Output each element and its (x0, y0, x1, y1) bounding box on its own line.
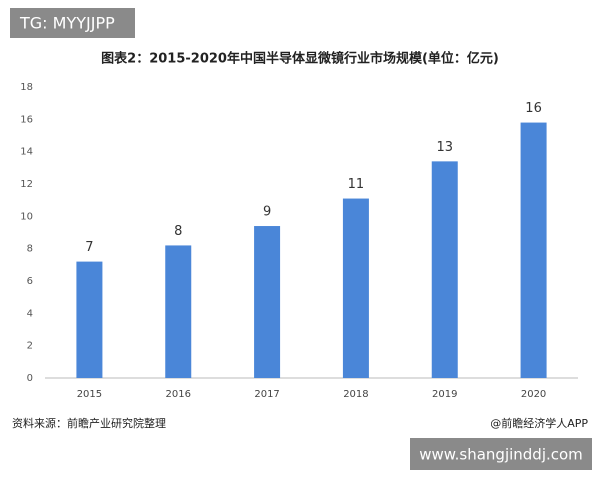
bar (76, 261, 103, 378)
x-tick-label: 2019 (432, 389, 457, 400)
value-label: 11 (348, 177, 365, 192)
credit: @前瞻经济学人APP (490, 416, 588, 430)
value-label: 8 (174, 224, 182, 239)
y-tick-label: 2 (27, 341, 33, 352)
chart-title: 图表2：2015-2020年中国半导体显微镜行业市场规模(单位：亿元) (101, 51, 499, 67)
y-tick-label: 0 (27, 373, 33, 384)
value-label: 13 (436, 140, 453, 155)
x-tick-label: 2020 (521, 389, 546, 400)
badge-top: TG: MYYJJPP (19, 14, 115, 33)
x-tick-label: 2017 (254, 389, 279, 400)
bar (165, 245, 192, 378)
badge-bottom: www.shangjinddj.com (419, 446, 583, 464)
y-tick-label: 8 (27, 244, 33, 255)
badge-bg (10, 8, 135, 38)
bar (254, 226, 281, 378)
bar (342, 198, 369, 378)
badge-bg (410, 438, 592, 470)
x-tick-label: 2016 (166, 389, 191, 400)
value-label: 7 (85, 240, 93, 255)
x-tick-label: 2015 (77, 389, 102, 400)
bar (520, 122, 547, 378)
y-tick-label: 16 (20, 114, 33, 125)
source: 资料来源：前瞻产业研究院整理 (12, 416, 166, 430)
bar (431, 161, 458, 378)
y-tick-label: 12 (20, 179, 33, 190)
y-tick-label: 6 (27, 276, 33, 287)
y-tick-label: 14 (20, 147, 33, 158)
x-tick-label: 2018 (343, 389, 368, 400)
y-tick-label: 10 (20, 211, 33, 222)
value-label: 16 (525, 101, 542, 116)
y-tick-label: 4 (27, 308, 33, 319)
value-label: 9 (263, 205, 271, 220)
y-tick-label: 18 (20, 82, 33, 93)
